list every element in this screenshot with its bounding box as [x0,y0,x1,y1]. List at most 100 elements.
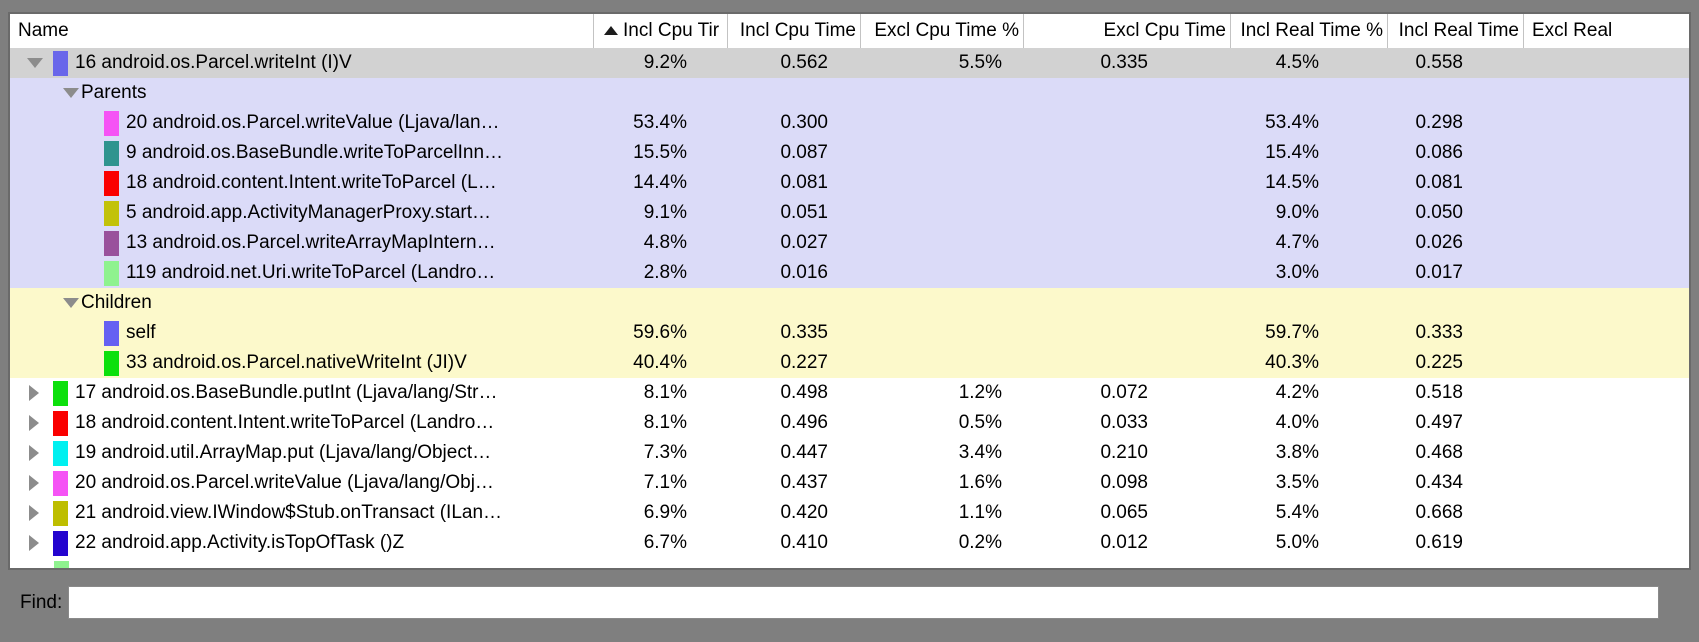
value-cell: 2.8% [643,262,687,283]
value-cell: 0.081 [780,172,828,193]
collapse-triangle-icon[interactable] [29,505,39,521]
method-color-chip [104,260,119,286]
method-color-chip [104,350,119,376]
method-color-chip [54,560,69,568]
value-cell: 40.4% [633,352,687,373]
value-cell: 0.081 [1415,172,1463,193]
expand-triangle-icon[interactable] [27,58,43,68]
method-color-chip [53,470,68,496]
table-row[interactable]: Children [10,288,1689,318]
column-header[interactable]: Incl Cpu Tir [594,14,728,48]
table-row[interactable]: Parents [10,78,1689,108]
name-cell: 20 android.os.Parcel.writeValue (Ljava/l… [10,468,594,498]
column-header[interactable]: Incl Real Time % [1231,14,1388,48]
table-row[interactable]: 19 android.util.ArrayMap.put (Ljava/lang… [10,438,1689,468]
section-label: Parents [81,82,147,103]
collapse-triangle-icon[interactable] [29,445,39,461]
value-cell: 14.5% [1265,172,1319,193]
name-cell: 9 android.os.BaseBundle.writeToParcelInn… [10,138,594,168]
value-cell: 0.087 [780,142,828,163]
table-row[interactable]: 18 android.content.Intent.writeToParcel … [10,168,1689,198]
value-cell: 0.335 [780,322,828,343]
find-input[interactable] [68,586,1659,619]
table-row[interactable]: 5 android.app.ActivityManagerProxy.start… [10,198,1689,228]
value-cell: 9.2% [643,52,687,73]
method-name: 22 android.app.Activity.isTopOfTask ()Z [75,532,405,553]
value-cell: 7.1% [643,472,687,493]
column-header-label: Name [18,20,69,41]
table-row[interactable]: 18 android.content.Intent.writeToParcel … [10,408,1689,438]
name-cell: self [10,318,594,348]
table-row[interactable]: 21 android.view.IWindow$Stub.onTransact … [10,498,1689,528]
collapse-triangle-icon[interactable] [29,415,39,431]
column-header[interactable]: Incl Cpu Time [728,14,861,48]
value-cell: 0.050 [1415,202,1463,223]
name-cell: 5 android.app.ActivityManagerProxy.start… [10,198,594,228]
value-cell: 4.7% [1275,232,1319,253]
method-color-chip [104,230,119,256]
method-name: 18 android.content.Intent.writeToParcel … [75,412,495,433]
value-cell: 0.562 [780,52,828,73]
method-color-chip [104,140,119,166]
value-cell: 59.6% [633,322,687,343]
value-cell: 0.016 [780,262,828,283]
value-cell: 0.410 [780,532,828,553]
value-cell: 53.4% [633,112,687,133]
column-header[interactable]: Incl Real Time [1388,14,1524,48]
method-color-chip [104,110,119,136]
table-row[interactable]: 20 android.os.Parcel.writeValue (Ljava/l… [10,108,1689,138]
method-color-chip [53,380,68,406]
name-cell [10,558,594,568]
value-cell: 3.5% [1275,472,1319,493]
value-cell: 15.4% [1265,142,1319,163]
value-cell: 0.496 [780,412,828,433]
table-row[interactable]: self 59.6% 0.335 59.7% 0.333 [10,318,1689,348]
value-cell: 0.619 [1415,532,1463,553]
table-row[interactable]: 119 android.net.Uri.writeToParcel (Landr… [10,258,1689,288]
value-cell: 4.8% [643,232,687,253]
value-cell: 0.518 [1415,382,1463,403]
value-cell: 3.8% [1275,442,1319,463]
column-header[interactable]: Excl Real [1524,14,1689,48]
column-header[interactable]: Excl Cpu Time [1024,14,1231,48]
value-cell: 5.4% [1275,502,1319,523]
column-header[interactable]: Name [10,14,594,48]
collapse-triangle-icon[interactable] [29,475,39,491]
value-cell: 0.086 [1415,142,1463,163]
table-row[interactable]: 33 android.os.Parcel.nativeWriteInt (JI)… [10,348,1689,378]
method-name: 21 android.view.IWindow$Stub.onTransact … [75,502,503,523]
value-cell: 0.098 [1100,472,1148,493]
profile-table: Name Incl Cpu Tir Incl Cpu Time Excl Cpu Ti… [8,12,1691,570]
table-row[interactable]: 20 android.os.Parcel.writeValue (Ljava/l… [10,468,1689,498]
value-cell: 0.497 [1415,412,1463,433]
value-cell: 0.012 [1100,532,1148,553]
column-header-label: Excl Cpu Time [1103,20,1226,41]
method-name: 33 android.os.Parcel.nativeWriteInt (JI)… [126,352,467,373]
value-cell: 4.0% [1275,412,1319,433]
table-row[interactable]: 22 android.app.Activity.isTopOfTask ()Z 6… [10,528,1689,558]
collapse-triangle-icon[interactable] [29,535,39,551]
value-cell: 0.498 [780,382,828,403]
value-cell: 0.033 [1100,412,1148,433]
method-color-chip [104,200,119,226]
column-header[interactable]: Excl Cpu Time % [861,14,1024,48]
value-cell: 0.2% [958,532,1002,553]
value-cell: 0.072 [1100,382,1148,403]
value-cell: 0.437 [780,472,828,493]
expand-triangle-icon[interactable] [63,88,79,98]
method-color-chip [104,320,119,346]
table-row[interactable]: 17 android.os.BaseBundle.putInt (Ljava/l… [10,378,1689,408]
method-color-chip [104,170,119,196]
method-color-chip [53,50,68,76]
collapse-triangle-icon[interactable] [29,385,39,401]
table-row[interactable]: 9 android.os.BaseBundle.writeToParcelInn… [10,138,1689,168]
expand-triangle-icon[interactable] [63,298,79,308]
table-row[interactable]: 13 android.os.Parcel.writeArrayMapIntern… [10,228,1689,258]
method-name: 9 android.os.BaseBundle.writeToParcelInn… [126,142,504,163]
table-row[interactable] [10,558,1689,568]
name-cell: 21 android.view.IWindow$Stub.onTransact … [10,498,594,528]
table-row[interactable]: 16 android.os.Parcel.writeInt (I)V 9.2% 0.… [10,48,1689,78]
value-cell: 0.298 [1415,112,1463,133]
name-cell: 33 android.os.Parcel.nativeWriteInt (JI)… [10,348,594,378]
value-cell: 0.468 [1415,442,1463,463]
